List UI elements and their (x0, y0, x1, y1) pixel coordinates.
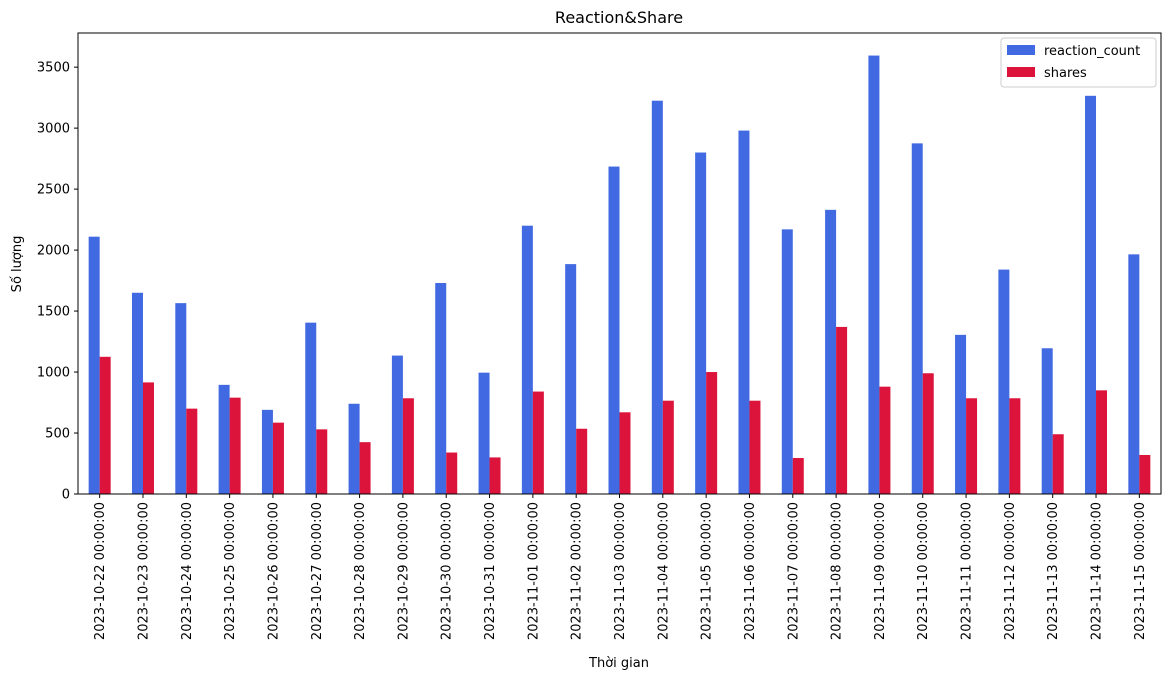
bar-shares-16 (792, 458, 804, 494)
bar-reaction-count-6 (348, 403, 360, 494)
x-tick-label-3: 2023-10-25 00:00:00 (223, 502, 238, 640)
bar-shares-2 (186, 408, 198, 494)
x-tick-label-20: 2023-11-11 00:00:00 (960, 502, 975, 640)
bar-shares-9 (489, 457, 501, 494)
bar-reaction-count-18 (868, 55, 880, 495)
bars-group (88, 55, 1151, 495)
legend-swatch-shares (1007, 67, 1035, 77)
bar-shares-3 (229, 397, 241, 494)
bar-reaction-count-7 (391, 355, 403, 494)
x-tick-label-5: 2023-10-27 00:00:00 (310, 502, 325, 640)
x-ticks-group: 2023-10-22 00:00:00 2023-10-23 00:00:00 20… (93, 494, 1148, 640)
x-axis-label: Thời gian (588, 656, 649, 671)
bar-reaction-count-14 (695, 152, 707, 494)
y-tick-label-5: 2500 (37, 183, 70, 198)
bar-shares-17 (836, 326, 848, 494)
bar-reaction-count-10 (521, 225, 533, 494)
legend-box (1000, 37, 1157, 88)
x-tick-label-10: 2023-11-01 00:00:00 (526, 502, 541, 640)
y-tick-label-7: 3500 (37, 61, 70, 76)
legend-label-reaction-count: reaction_count (1044, 44, 1140, 59)
bar-reaction-count-11 (565, 264, 577, 494)
x-tick-label-8: 2023-10-30 00:00:00 (440, 502, 455, 640)
bar-shares-24 (1139, 454, 1151, 494)
x-tick-label-16: 2023-11-07 00:00:00 (786, 502, 801, 640)
x-tick-label-11: 2023-11-02 00:00:00 (570, 502, 585, 640)
bar-reaction-count-22 (1041, 348, 1053, 494)
y-tick-label-6: 3000 (37, 122, 70, 137)
bar-shares-13 (662, 400, 674, 494)
x-tick-label-24: 2023-11-15 00:00:00 (1133, 502, 1148, 640)
x-tick-label-7: 2023-10-29 00:00:00 (396, 502, 411, 640)
bar-reaction-count-12 (608, 166, 620, 495)
bar-reaction-count-20 (955, 334, 967, 494)
x-tick-label-9: 2023-10-31 00:00:00 (483, 502, 498, 640)
bar-shares-4 (272, 422, 284, 494)
y-tick-label-1: 500 (45, 427, 70, 442)
x-tick-label-22: 2023-11-13 00:00:00 (1046, 502, 1061, 640)
x-tick-label-21: 2023-11-12 00:00:00 (1003, 502, 1018, 640)
x-tick-label-23: 2023-11-14 00:00:00 (1090, 502, 1105, 640)
x-tick-label-0: 2023-10-22 00:00:00 (93, 502, 108, 640)
bar-reaction-count-13 (651, 100, 663, 494)
bar-reaction-count-19 (911, 143, 923, 494)
y-tick-label-3: 1500 (37, 305, 70, 320)
bar-shares-6 (359, 442, 371, 494)
bar-shares-20 (966, 398, 978, 494)
x-tick-label-4: 2023-10-26 00:00:00 (266, 502, 281, 640)
bar-reaction-count-8 (435, 283, 447, 494)
bar-reaction-count-0 (88, 236, 100, 495)
bar-reaction-count-17 (825, 209, 837, 494)
x-tick-label-13: 2023-11-04 00:00:00 (656, 502, 671, 640)
bar-reaction-count-4 (261, 409, 273, 494)
y-tick-label-4: 2000 (37, 244, 70, 259)
bar-shares-10 (532, 391, 544, 494)
x-tick-label-15: 2023-11-06 00:00:00 (743, 502, 758, 640)
bar-reaction-count-9 (478, 372, 490, 494)
x-tick-label-18: 2023-11-09 00:00:00 (873, 502, 888, 640)
bar-shares-12 (619, 412, 631, 494)
bar-reaction-count-3 (218, 384, 230, 494)
bar-shares-19 (922, 373, 934, 494)
bar-reaction-count-15 (738, 130, 750, 494)
y-tick-label-0: 0 (62, 488, 70, 503)
bar-reaction-count-2 (175, 303, 187, 494)
bar-reaction-count-23 (1085, 95, 1097, 494)
x-tick-label-17: 2023-11-08 00:00:00 (830, 502, 845, 640)
bar-shares-22 (1052, 434, 1064, 494)
bar-reaction-count-5 (305, 322, 317, 494)
x-tick-label-2: 2023-10-24 00:00:00 (180, 502, 195, 640)
bar-reaction-count-1 (131, 292, 143, 494)
bar-reaction-count-24 (1128, 254, 1140, 494)
legend-label-shares: shares (1044, 66, 1087, 81)
bar-shares-15 (749, 400, 761, 494)
x-tick-label-6: 2023-10-28 00:00:00 (353, 502, 368, 640)
bar-shares-8 (446, 452, 458, 494)
bar-reaction-count-16 (781, 229, 793, 494)
bar-shares-7 (402, 398, 414, 494)
x-tick-label-12: 2023-11-03 00:00:00 (613, 502, 628, 640)
legend-swatch-reaction-count (1007, 45, 1035, 55)
y-axis-label: Số lượng (10, 236, 25, 293)
bar-reaction-count-21 (998, 269, 1010, 494)
legend: reaction_count shares (1000, 37, 1157, 88)
chart-title: Reaction&Share (555, 8, 683, 27)
bar-shares-21 (1009, 398, 1021, 494)
bar-shares-14 (706, 372, 718, 494)
bar-shares-23 (1096, 390, 1108, 494)
bar-shares-1 (142, 382, 154, 494)
x-tick-label-19: 2023-11-10 00:00:00 (916, 502, 931, 640)
y-ticks-group: 0 500 1000 1500 2000 2500 3000 3500 (37, 61, 78, 503)
bar-shares-5 (316, 429, 328, 494)
bar-shares-0 (99, 356, 111, 494)
x-tick-label-1: 2023-10-23 00:00:00 (136, 502, 151, 640)
y-tick-label-2: 1000 (37, 366, 70, 381)
bar-shares-11 (576, 428, 588, 494)
plot-frame (77, 32, 1162, 495)
bar-shares-18 (879, 386, 891, 494)
x-tick-label-14: 2023-11-05 00:00:00 (700, 502, 715, 640)
